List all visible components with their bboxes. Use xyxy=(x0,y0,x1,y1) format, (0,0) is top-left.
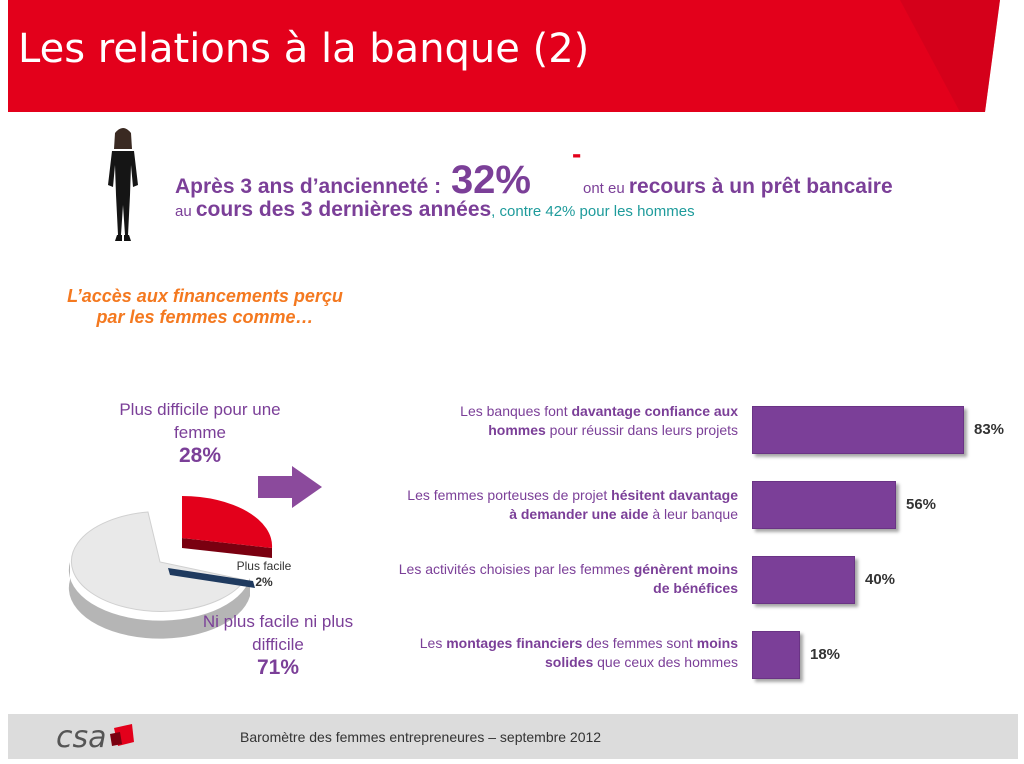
pie-slice-hard xyxy=(182,495,273,548)
section-title-line: L’accès aux financements perçu xyxy=(67,286,343,306)
bar-label-bold: hésitent davantage xyxy=(611,487,738,503)
bar-label-4: Les montages financiers des femmes sont … xyxy=(340,634,738,672)
headline-line-1: Après 3 ans d’ancienneté : 32% ont eu rec… xyxy=(175,158,893,203)
bar-label-bold: hommes xyxy=(488,422,546,438)
page-title: Les relations à la banque (2) xyxy=(18,26,590,72)
pie-label-text: Plus facile xyxy=(236,559,292,573)
pie-label-text: femme xyxy=(174,423,226,442)
pie-slice-easy xyxy=(168,568,255,588)
bar-label-text: Les activités choisies par les femmes xyxy=(398,561,634,577)
arrow-right-icon xyxy=(258,466,322,508)
headline-text: Après 3 ans d’ancienneté : xyxy=(175,175,447,198)
headline-comparison: , contre 42% pour les hommes xyxy=(491,203,695,220)
bar-value-3: 40% xyxy=(865,571,896,588)
pie-value-neither: 71% xyxy=(256,656,300,679)
bar-label-text: à leur banque xyxy=(648,506,738,522)
headline-line-2: au cours des 3 dernières années, contre … xyxy=(175,198,695,222)
pie-label-hard: Plus difficile pour une femme 28% xyxy=(100,398,300,467)
headline-text: au xyxy=(175,203,196,220)
bar-label-2: Les femmes porteuses de projet hésitent … xyxy=(340,486,738,524)
pie-label-easy: Plus facile 2% xyxy=(224,558,304,590)
bar-label-bold: génèrent moins xyxy=(633,561,738,577)
pie-slice-hard-side xyxy=(182,538,272,558)
bar-label-text: Les femmes porteuses de projet xyxy=(407,487,612,503)
pie-value-hard: 28% xyxy=(178,444,222,467)
bar-1 xyxy=(752,406,964,454)
bar-label-bold: montages financiers xyxy=(446,635,583,651)
headline-text: recours à un prêt bancaire xyxy=(628,175,893,198)
bar-label-text: pour réussir dans leurs projets xyxy=(545,422,738,438)
bar-label-text: que ceux des hommes xyxy=(593,654,738,670)
bar-value-2: 56% xyxy=(906,496,937,513)
pie-label-text: difficile xyxy=(252,635,304,654)
pie-slice-neither xyxy=(70,511,246,612)
pie-label-text: Ni plus facile ni plus xyxy=(202,612,354,631)
headline-value: 32% xyxy=(450,158,531,202)
bar-label-text: Les xyxy=(419,635,447,651)
csa-logo-icon xyxy=(110,724,134,746)
bar-label-text: des femmes sont xyxy=(582,635,697,651)
bar-value-4: 18% xyxy=(810,646,841,663)
bar-value-1: 83% xyxy=(974,421,1005,438)
bar-label-bold: moins xyxy=(696,635,738,651)
pie-value-easy: 2% xyxy=(255,575,273,589)
headline-dash: - xyxy=(572,138,582,169)
section-title: L’accès aux financements perçu par les f… xyxy=(45,286,365,328)
csa-logo: csa xyxy=(56,720,107,755)
bar-label-3: Les activités choisies par les femmes gé… xyxy=(340,560,738,598)
footer-text: Baromètre des femmes entrepreneures – se… xyxy=(240,729,602,745)
bar-label-bold: à demander une aide xyxy=(509,506,649,522)
footer xyxy=(8,714,1018,759)
bar-label-text: Les banques font xyxy=(460,403,572,419)
bar-label-bold: davantage confiance aux xyxy=(571,403,738,419)
pie-label-neither: Ni plus facile ni plus difficile 71% xyxy=(178,610,378,679)
section-title-line: par les femmes comme… xyxy=(96,307,314,327)
bar-2 xyxy=(752,481,896,529)
headline-text: cours des 3 dernières années xyxy=(195,198,492,221)
bar-label-bold: de bénéfices xyxy=(653,580,738,596)
pie-label-text: Plus difficile pour une xyxy=(119,400,281,419)
bar-4 xyxy=(752,631,800,679)
bar-label-1: Les banques font davantage confiance aux… xyxy=(380,402,738,440)
headline-text: ont eu xyxy=(583,180,629,197)
businesswoman-icon xyxy=(108,128,138,241)
pie-slice-neither-side xyxy=(68,562,251,639)
pie-chart xyxy=(68,495,273,639)
bar-3 xyxy=(752,556,855,604)
bar-label-bold: solides xyxy=(545,654,594,670)
title-banner xyxy=(8,0,1000,112)
